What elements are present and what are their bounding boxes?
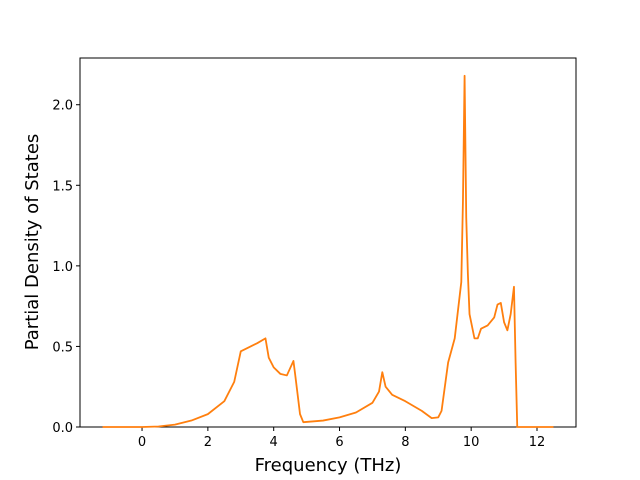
y-tick-label: 0.5	[52, 340, 73, 355]
line-series	[102, 74, 554, 428]
x-tick-label: 8	[401, 435, 409, 450]
x-tick-label: 4	[270, 435, 278, 450]
x-axis-label: Frequency (THz)	[255, 455, 402, 476]
plot-frame	[79, 57, 577, 428]
y-tick-label: 0.0	[52, 421, 73, 436]
x-tick-label: 10	[463, 435, 480, 450]
y-axis-label: Partial Density of States	[22, 134, 43, 351]
x-tick-label: 6	[335, 435, 343, 450]
y-tick-label: 1.0	[52, 260, 73, 275]
y-tick-label: 1.5	[52, 179, 73, 194]
x-tick-label: 2	[204, 435, 212, 450]
x-tick-label: 0	[138, 435, 146, 450]
x-tick-label: 12	[529, 435, 546, 450]
y-tick-label: 2.0	[52, 99, 73, 114]
